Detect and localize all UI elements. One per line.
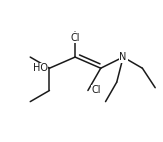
Text: HO: HO [33,63,48,73]
Text: N: N [119,52,127,62]
Text: Cl: Cl [91,85,101,95]
Text: Cl: Cl [70,33,80,43]
